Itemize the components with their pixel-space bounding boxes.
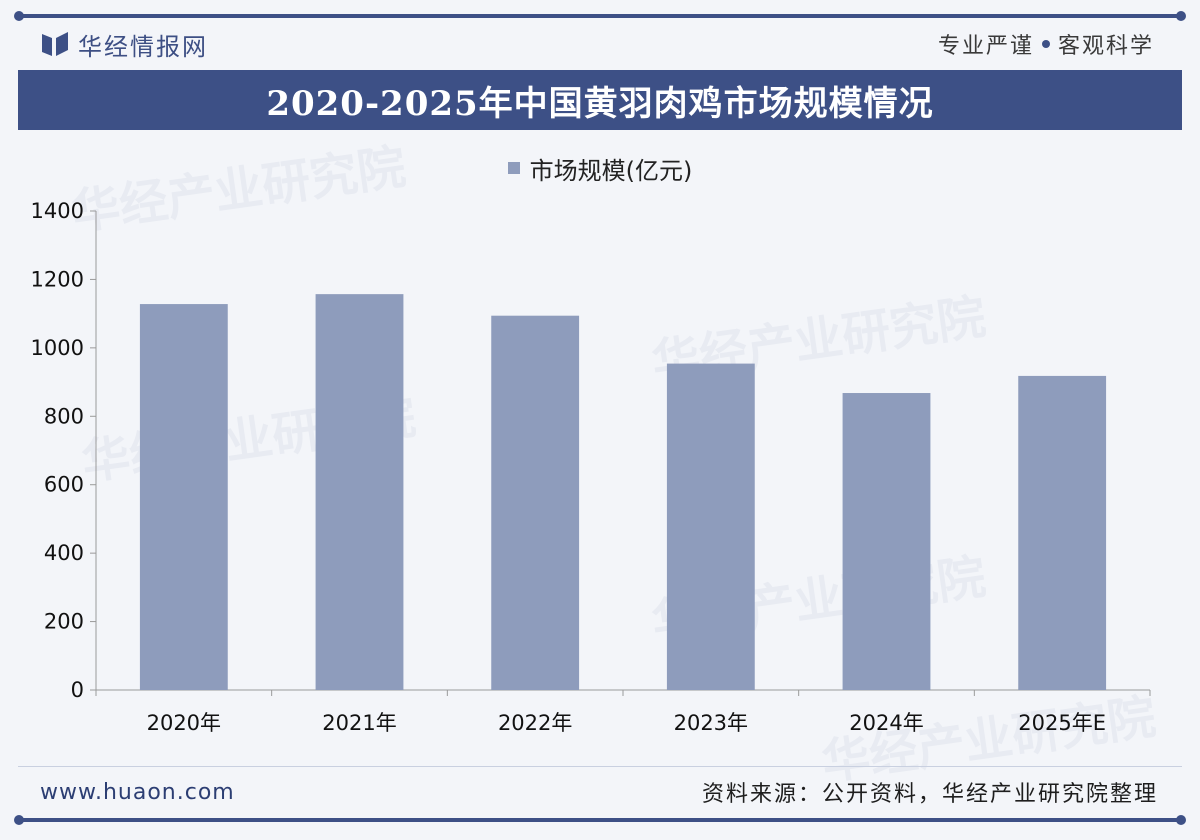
slogan-right: 客观科学 (1057, 34, 1154, 59)
footer-source: 资料来源：公开资料，华经产业研究院整理 (701, 782, 1158, 807)
y-tick-label: 600 (44, 473, 84, 497)
bar-4 (666, 363, 755, 690)
slogan-left: 专业严谨 (937, 34, 1034, 59)
huajing-logo-icon (42, 32, 68, 56)
footer-website: www.huaon.com (40, 779, 235, 805)
bar-5 (842, 393, 931, 690)
footer-divider (18, 766, 1182, 767)
y-tick-label: 800 (44, 404, 84, 428)
y-tick-label: 200 (44, 610, 84, 634)
y-tick-label: 400 (44, 541, 84, 565)
legend-swatch (507, 162, 520, 174)
bar-chart: 0 200 400 600 800 1000 1200 1400 2020年 2021年 2022… (31, 199, 1151, 735)
top-frame-line (14, 11, 1186, 21)
legend-label: 市场规模(亿元) (529, 156, 693, 185)
y-tick-label: 1200 (31, 267, 84, 291)
brand-name: 华经情报网 (78, 32, 208, 61)
slogan-dot-icon (1041, 40, 1050, 48)
y-tick-label: 1400 (31, 199, 84, 223)
y-axis: 0 200 400 600 800 1000 1200 1400 (31, 199, 97, 702)
bars (139, 294, 1107, 690)
brand: 华经情报网 (40, 26, 208, 62)
x-axis: 2020年 2021年 2022年 2023年 2024年 2025年E (95, 689, 1151, 735)
bar-3 (491, 315, 580, 690)
bar-2 (315, 294, 404, 690)
x-tick-label: 2023年 (674, 711, 748, 735)
y-tick-label: 1000 (31, 336, 84, 360)
title-bar: 2020-2025年中国黄羽肉鸡市场规模情况 (18, 70, 1182, 130)
bar-6 (1018, 375, 1107, 690)
chart-legend: 市场规模(亿元) (0, 150, 1200, 186)
slogan: 专业严谨 客观科学 (938, 26, 1154, 62)
x-tick-label: 2024年 (849, 711, 923, 735)
bar-1 (139, 304, 228, 690)
x-tick-label: 2025年E (1018, 711, 1106, 735)
x-tick-label: 2022年 (498, 711, 572, 735)
y-tick-label: 0 (71, 678, 84, 702)
chart-title: 2020-2025年中国黄羽肉鸡市场规模情况 (266, 83, 934, 124)
bottom-frame-line (14, 815, 1186, 825)
x-tick-label: 2021年 (322, 711, 396, 735)
x-tick-label: 2020年 (147, 711, 221, 735)
